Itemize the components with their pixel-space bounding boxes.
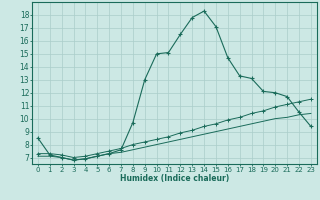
X-axis label: Humidex (Indice chaleur): Humidex (Indice chaleur) xyxy=(120,174,229,183)
